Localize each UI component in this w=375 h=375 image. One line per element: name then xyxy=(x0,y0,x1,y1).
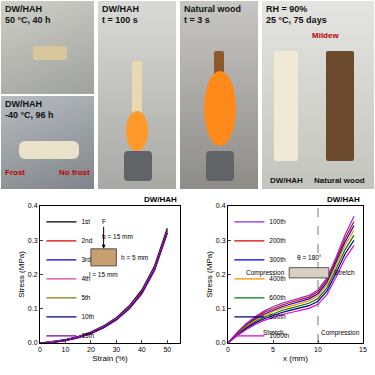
svg-text:0.4: 0.4 xyxy=(28,202,38,209)
svg-text:30: 30 xyxy=(112,346,120,353)
html-text:Frost: Frost xyxy=(5,168,25,177)
svg-text:10th: 10th xyxy=(81,313,94,320)
svg-text:DW/HAH: DW/HAH xyxy=(144,195,177,204)
svg-text:10: 10 xyxy=(62,346,70,353)
svg-text:h = 5 mm: h = 5 mm xyxy=(121,254,148,261)
html-text:t = 100 s: t = 100 s xyxy=(102,15,138,25)
html-text:No frost: No frost xyxy=(59,168,90,177)
html-text:Natural wood: Natural wood xyxy=(184,4,241,14)
html-text:DW/HAH: DW/HAH xyxy=(102,4,139,14)
svg-text:15th: 15th xyxy=(81,332,94,339)
svg-text:F: F xyxy=(102,218,106,225)
html-text:-40 °C, 96 h: -40 °C, 96 h xyxy=(5,110,54,120)
svg-text:2nd: 2nd xyxy=(81,237,92,244)
svg-text:800th: 800th xyxy=(269,313,286,320)
svg-text:0.3: 0.3 xyxy=(28,237,38,244)
svg-text:0.3: 0.3 xyxy=(216,237,226,244)
svg-text:200th: 200th xyxy=(269,237,286,244)
svg-text:0.1: 0.1 xyxy=(28,305,38,312)
svg-text:Strain (%): Strain (%) xyxy=(92,354,128,363)
html-text:50 °C, 40 h: 50 °C, 40 h xyxy=(5,15,51,25)
svg-text:50: 50 xyxy=(163,346,171,353)
svg-text:Stretch: Stretch xyxy=(334,269,355,276)
svg-text:θ = 180°: θ = 180° xyxy=(297,254,322,261)
svg-text:1st: 1st xyxy=(81,218,90,225)
html-text:DW/HAH: DW/HAH xyxy=(270,176,303,185)
svg-text:Stress (MPa): Stress (MPa) xyxy=(17,251,26,298)
html-text:DW/HAH: DW/HAH xyxy=(5,99,42,109)
html-text:Mildew: Mildew xyxy=(312,31,339,40)
svg-text:0.2: 0.2 xyxy=(28,271,38,278)
svg-text:300th: 300th xyxy=(269,256,286,263)
svg-text:5: 5 xyxy=(271,346,275,353)
svg-text:100th: 100th xyxy=(269,218,286,225)
svg-text:Compression: Compression xyxy=(321,329,360,337)
svg-text:0.0: 0.0 xyxy=(216,339,226,346)
svg-text:1000th: 1000th xyxy=(269,332,289,339)
svg-text:Stress (MPa): Stress (MPa) xyxy=(205,251,214,298)
html-text:DW/HAH: DW/HAH xyxy=(5,4,42,14)
html-text:RH = 90%: RH = 90% xyxy=(266,4,308,14)
svg-text:DW/HAH: DW/HAH xyxy=(327,195,360,204)
svg-text:0: 0 xyxy=(226,346,230,353)
html-text:Natural wood: Natural wood xyxy=(314,176,365,185)
svg-text:l = 15 mm: l = 15 mm xyxy=(89,271,118,278)
svg-text:10: 10 xyxy=(314,346,322,353)
svg-text:0.0: 0.0 xyxy=(28,339,38,346)
html-text:t = 3 s: t = 3 s xyxy=(184,15,210,25)
svg-text:15: 15 xyxy=(359,346,367,353)
svg-text:0: 0 xyxy=(38,346,42,353)
svg-text:20: 20 xyxy=(87,346,95,353)
svg-text:600th: 600th xyxy=(269,294,286,301)
html-text:25 °C, 75 days: 25 °C, 75 days xyxy=(266,15,327,25)
svg-text:0.2: 0.2 xyxy=(216,271,226,278)
svg-text:3rd: 3rd xyxy=(81,256,91,263)
svg-text:0.1: 0.1 xyxy=(216,305,226,312)
svg-text:Compression: Compression xyxy=(246,269,285,277)
svg-text:5th: 5th xyxy=(81,294,90,301)
svg-text:40: 40 xyxy=(138,346,146,353)
svg-text:x (mm): x (mm) xyxy=(283,354,308,363)
svg-text:4th: 4th xyxy=(81,275,90,282)
svg-text:400th: 400th xyxy=(269,275,286,282)
svg-text:Stretch: Stretch xyxy=(263,329,284,336)
svg-text:0.4: 0.4 xyxy=(216,202,226,209)
svg-text:b = 15 mm: b = 15 mm xyxy=(102,233,133,240)
